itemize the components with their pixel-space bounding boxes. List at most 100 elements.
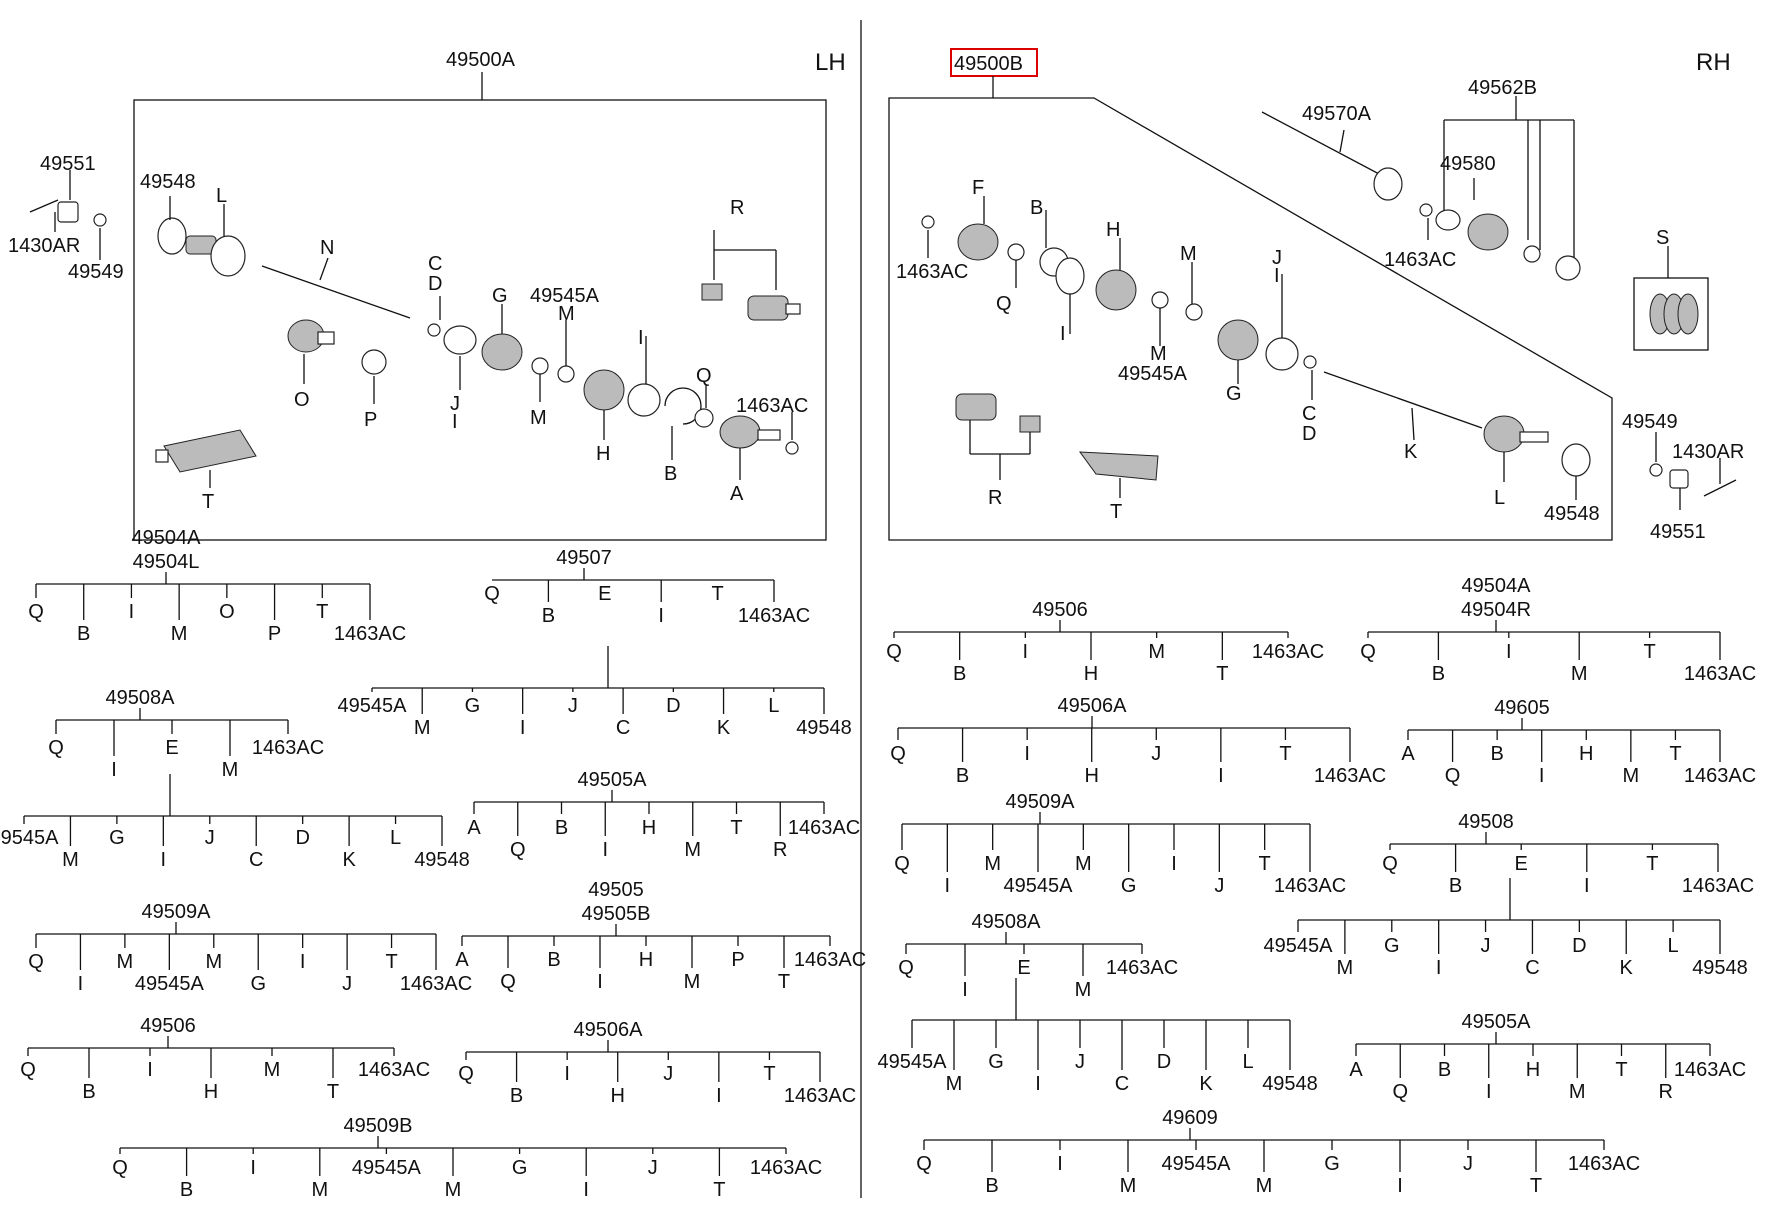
- kit-k7-item-1[interactable]: B: [82, 1081, 95, 1103]
- kit-k7-item-3[interactable]: H: [204, 1081, 218, 1103]
- kit-k2-item-3[interactable]: I: [658, 605, 664, 627]
- kit-k2e-item-6[interactable]: D: [666, 695, 680, 717]
- kit-k9-item-8[interactable]: J: [648, 1157, 658, 1179]
- kit-k2e-item-1[interactable]: M: [414, 717, 431, 739]
- kit-r3-item-3[interactable]: H: [1084, 765, 1098, 787]
- lh-label-lh-49549[interactable]: 49549: [68, 261, 124, 283]
- lh-label-lh-d[interactable]: D: [428, 273, 442, 295]
- rh-label-rh-s[interactable]: S: [1656, 227, 1669, 249]
- kit-k6-item-3[interactable]: I: [597, 971, 603, 993]
- kit-k7-item-2[interactable]: I: [147, 1059, 153, 1081]
- kit-r7e-item-1[interactable]: M: [946, 1073, 963, 1095]
- kit-r4-item-5[interactable]: M: [1623, 765, 1640, 787]
- kit-k6-item-7[interactable]: T: [778, 971, 790, 993]
- lh-label-lh-c[interactable]: C: [428, 253, 442, 275]
- kit-r7e-item-2[interactable]: G: [988, 1051, 1004, 1073]
- kit-k5-item-1[interactable]: I: [78, 973, 84, 995]
- kit-k8-item-6[interactable]: T: [763, 1063, 775, 1085]
- kit-r1-item-5[interactable]: T: [1216, 663, 1228, 685]
- kit-k4-item-8[interactable]: 1463AC: [788, 817, 860, 839]
- kit-k1-item-1[interactable]: B: [77, 623, 90, 645]
- kit-k6-item-0[interactable]: A: [455, 949, 469, 971]
- kit-r9-item-9[interactable]: T: [1530, 1175, 1542, 1197]
- kit-k8-item-7[interactable]: 1463AC: [784, 1085, 856, 1107]
- kit-k5-item-8[interactable]: T: [385, 951, 397, 973]
- kit-r7e-item-7[interactable]: K: [1199, 1073, 1213, 1095]
- kit-k9-item-0[interactable]: Q: [112, 1157, 128, 1179]
- lh-label-lh-p[interactable]: P: [364, 409, 377, 431]
- kit-k6-item-2[interactable]: B: [547, 949, 560, 971]
- kit-r7-item-0[interactable]: Q: [898, 957, 914, 979]
- kit-r6-item-1[interactable]: B: [1449, 875, 1462, 897]
- kit-k2-item-1[interactable]: B: [542, 605, 555, 627]
- kit-r9-item-8[interactable]: J: [1463, 1153, 1473, 1175]
- kit-k9-item-2[interactable]: I: [250, 1157, 256, 1179]
- kit-k3e-item-1[interactable]: M: [62, 849, 79, 871]
- kit-r1-item-4[interactable]: M: [1148, 641, 1165, 663]
- kit-r2-title-0[interactable]: 49504A: [1462, 575, 1532, 597]
- kit-r2-item-4[interactable]: T: [1643, 641, 1655, 663]
- kit-r8-item-4[interactable]: H: [1526, 1059, 1540, 1081]
- kit-r6-item-3[interactable]: I: [1584, 875, 1590, 897]
- kit-r6e-item-9[interactable]: 49548: [1692, 957, 1748, 979]
- kit-r6e-item-1[interactable]: M: [1337, 957, 1354, 979]
- kit-r9-item-0[interactable]: Q: [916, 1153, 932, 1175]
- kit-k4-item-2[interactable]: B: [555, 817, 568, 839]
- kit-r3-item-1[interactable]: B: [956, 765, 969, 787]
- kit-k9-item-6[interactable]: G: [512, 1157, 528, 1179]
- kit-r7-item-4[interactable]: 1463AC: [1106, 957, 1178, 979]
- kit-k2-item-2[interactable]: E: [598, 583, 611, 605]
- rh-label-rh-itop[interactable]: I: [1274, 265, 1280, 287]
- rh-label-rh-49580[interactable]: 49580: [1440, 153, 1496, 175]
- kit-k1-title-1[interactable]: 49504L: [133, 551, 200, 573]
- kit-r9-title-0[interactable]: 49609: [1162, 1107, 1218, 1129]
- kit-k6-title-0[interactable]: 49505: [588, 879, 644, 901]
- kit-k7-item-0[interactable]: Q: [20, 1059, 36, 1081]
- kit-k6-item-6[interactable]: P: [731, 949, 744, 971]
- kit-r1-title-0[interactable]: 49506: [1032, 599, 1088, 621]
- kit-r8-item-1[interactable]: Q: [1392, 1081, 1408, 1103]
- kit-k9-item-4[interactable]: 49545A: [352, 1157, 422, 1179]
- kit-r2-item-5[interactable]: 1463AC: [1684, 663, 1756, 685]
- lh-label-lh-l[interactable]: L: [216, 185, 227, 207]
- kit-r5-item-3[interactable]: 49545A: [1004, 875, 1074, 897]
- kit-k4-item-0[interactable]: A: [467, 817, 481, 839]
- kit-r4-item-1[interactable]: Q: [1445, 765, 1461, 787]
- kit-r8-item-7[interactable]: R: [1659, 1081, 1673, 1103]
- lh-label-lh-49551[interactable]: 49551: [40, 153, 96, 175]
- kit-k3-item-3[interactable]: M: [222, 759, 239, 781]
- kit-r5-item-0[interactable]: Q: [894, 853, 910, 875]
- rh-label-rh-49551[interactable]: 49551: [1650, 521, 1706, 543]
- rh-label-rh-c[interactable]: C: [1302, 403, 1316, 425]
- kit-r1-item-1[interactable]: B: [953, 663, 966, 685]
- kit-r7e-item-0[interactable]: 49545A: [878, 1051, 948, 1073]
- kit-r6e-item-7[interactable]: K: [1620, 957, 1634, 979]
- rh-label-rh-ibot[interactable]: I: [1060, 323, 1066, 345]
- kit-r9-item-1[interactable]: B: [985, 1175, 998, 1197]
- kit-r5-item-1[interactable]: I: [945, 875, 951, 897]
- kit-k4-item-1[interactable]: Q: [510, 839, 526, 861]
- kit-r8-item-2[interactable]: B: [1438, 1059, 1451, 1081]
- kit-r7e-item-5[interactable]: C: [1115, 1073, 1129, 1095]
- kit-r1-item-6[interactable]: 1463AC: [1252, 641, 1324, 663]
- kit-k2-item-0[interactable]: Q: [484, 583, 500, 605]
- kit-r8-item-3[interactable]: I: [1486, 1081, 1492, 1103]
- kit-r4-item-0[interactable]: A: [1401, 743, 1415, 765]
- kit-r2-item-0[interactable]: Q: [1360, 641, 1376, 663]
- kit-k5-item-3[interactable]: 49545A: [135, 973, 205, 995]
- kit-k2-item-4[interactable]: T: [711, 583, 723, 605]
- kit-r7e-item-9[interactable]: 49548: [1262, 1073, 1318, 1095]
- lh-label-lh-n[interactable]: N: [320, 237, 334, 259]
- kit-k9-item-1[interactable]: B: [180, 1179, 193, 1201]
- lh-label-lh-ibot[interactable]: I: [452, 411, 458, 433]
- lh-label-lh-a[interactable]: A: [730, 483, 744, 505]
- rh-label-rh-mtop[interactable]: M: [1180, 243, 1197, 265]
- kit-k5-item-0[interactable]: Q: [28, 951, 44, 973]
- lh-label-lh-t[interactable]: T: [202, 491, 214, 513]
- lh-label-lh-b[interactable]: B: [664, 463, 677, 485]
- kit-k4-item-5[interactable]: M: [684, 839, 701, 861]
- kit-r3-item-5[interactable]: I: [1218, 765, 1224, 787]
- kit-k3e-item-5[interactable]: C: [249, 849, 263, 871]
- kit-r5-item-2[interactable]: M: [984, 853, 1001, 875]
- kit-k2e-item-4[interactable]: J: [568, 695, 578, 717]
